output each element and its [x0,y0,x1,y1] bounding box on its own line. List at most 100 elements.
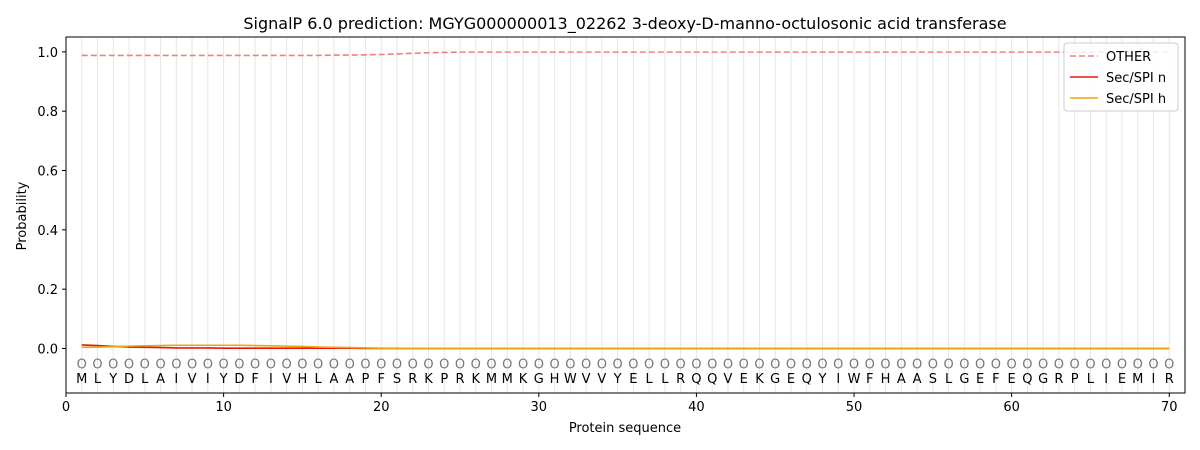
sequence-letter: L [94,372,102,387]
sequence-letter: V [723,372,732,387]
y-axis-label: Probability [15,181,30,250]
sequence-letter: H [298,372,308,387]
sequence-letter: D [124,372,134,387]
prediction-label: O [1054,357,1064,372]
prediction-label: O [849,357,859,372]
prediction-label: O [1007,357,1017,372]
prediction-label: O [439,357,449,372]
sequence-letter: A [329,372,338,387]
sequence-letter: E [787,372,795,387]
prediction-label: O [124,357,134,372]
sequence-letter: M [502,372,513,387]
sequence-letter: I [1152,372,1156,387]
prediction-label: O [423,357,433,372]
sequence-letter: M [1132,372,1143,387]
sequence-letter: F [251,372,258,387]
prediction-label: O [723,357,733,372]
sequence-letter: R [408,372,417,387]
sequence-letter: G [959,372,969,387]
prediction-label: O [77,357,87,372]
sequence-letter: G [770,372,780,387]
sequence-letter: V [188,372,197,387]
y-tick-label: 0.4 [37,224,58,239]
prediction-label: O [1101,357,1111,372]
sequence-letter: Q [691,372,701,387]
sequence-letter: A [156,372,165,387]
prediction-label: O [565,357,575,372]
prediction-label: O [896,357,906,372]
sequence-letter: I [836,372,840,387]
sequence-letter: M [486,372,497,387]
sequence-letter: E [629,372,637,387]
sequence-letter: L [945,372,953,387]
prediction-label: O [518,357,528,372]
sequence-letter: P [362,372,370,387]
prediction-label: O [534,357,544,372]
sequence-letter: V [582,372,591,387]
sequence-letter: W [848,372,861,387]
sequence-letter: L [1087,372,1095,387]
prediction-label: O [1164,357,1174,372]
sequence-letter: A [897,372,906,387]
prediction-label: O [455,357,465,372]
prediction-label: O [991,357,1001,372]
prediction-label: O [613,357,623,372]
prediction-label: O [92,357,102,372]
sequence-letter: K [519,372,528,387]
sequence-letter: L [141,372,149,387]
sequence-letter: L [315,372,323,387]
prediction-label: O [155,357,165,372]
sequence-letter: G [534,372,544,387]
prediction-label: O [786,357,796,372]
prediction-label: O [297,357,307,372]
prediction-label: O [1133,357,1143,372]
prediction-label: O [912,357,922,372]
prediction-label: O [171,357,181,372]
prediction-label: O [1022,357,1032,372]
prediction-label: O [691,357,701,372]
prediction-label: O [187,357,197,372]
y-tick-label: 0.8 [37,105,58,120]
prediction-label: O [770,357,780,372]
prediction-label: O [218,357,228,372]
sequence-letter: I [269,372,273,387]
y-tick-label: 0.2 [37,283,58,298]
prediction-label: O [250,357,260,372]
sequence-letter: D [234,372,244,387]
sequence-letter: Y [613,372,622,387]
x-tick-label: 10 [215,400,232,415]
sequence-letter: S [929,372,937,387]
prediction-label: O [502,357,512,372]
prediction-label: O [817,357,827,372]
sequence-letter: P [1071,372,1079,387]
sequence-letter: K [424,372,433,387]
sequence-letter: W [564,372,577,387]
sequence-letter: I [1104,372,1108,387]
sequence-letter: K [755,372,764,387]
sequence-letter: V [282,372,291,387]
sequence-letter: Q [802,372,812,387]
prediction-label: O [108,357,118,372]
prediction-label: O [345,357,355,372]
prediction-label: O [1085,357,1095,372]
legend-box [1063,42,1179,112]
legend-label: OTHER [1106,50,1151,65]
sequence-letter: F [866,372,873,387]
sequence-letter: Y [108,372,117,387]
prediction-label: O [282,357,292,372]
sequence-letter: I [206,372,210,387]
prediction-label: O [865,357,875,372]
prediction-label: O [203,357,213,372]
prediction-label: O [471,357,481,372]
sequence-letter: Y [219,372,228,387]
prediction-label: O [234,357,244,372]
prediction-label: O [644,357,654,372]
x-axis-label: Protein sequence [569,421,681,436]
prediction-label: O [833,357,843,372]
x-tick-label: 0 [62,400,70,415]
prediction-label: O [802,357,812,372]
sequence-letter: Y [818,372,827,387]
prediction-label: O [1038,357,1048,372]
sequence-letter: H [881,372,891,387]
prediction-label: O [943,357,953,372]
